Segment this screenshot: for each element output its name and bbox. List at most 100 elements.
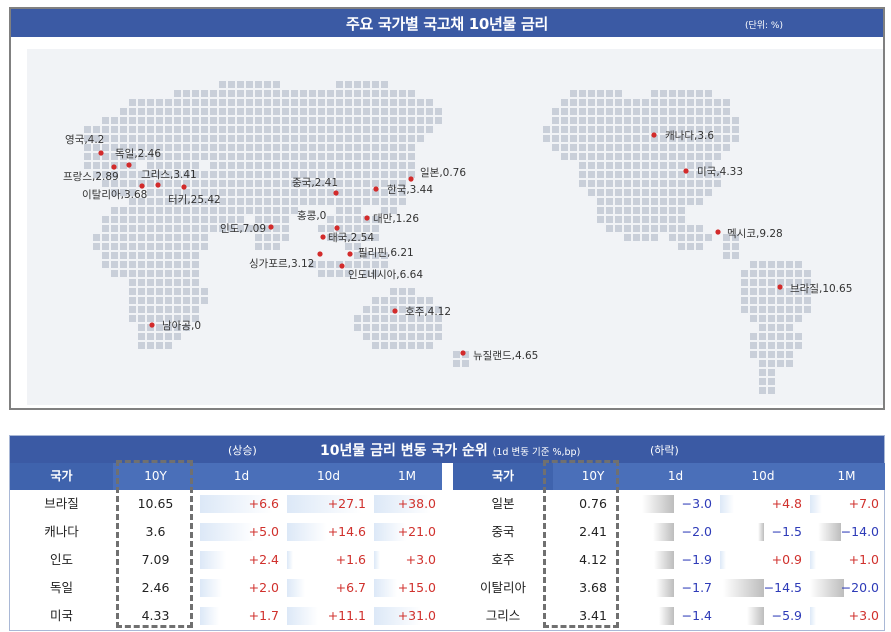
change-bar (287, 607, 318, 625)
pin-dot (339, 263, 345, 269)
pin-dot (317, 251, 323, 257)
change-bar (723, 579, 764, 597)
land-dots (84, 81, 811, 394)
country-yield-label: 대만,1.26 (373, 213, 419, 225)
col-header-country: 국가 (453, 463, 553, 490)
change-bar (287, 579, 305, 597)
pin-dot (333, 190, 339, 196)
country-yield-label: 인도,7.09 (220, 223, 266, 235)
highlight-box-10y-falling (543, 460, 619, 628)
country-cell: 일본 (491, 496, 515, 511)
change-10d-cell: +1.6 (335, 552, 366, 567)
change-bar (747, 607, 764, 625)
change-bar (818, 523, 841, 541)
rank-title: 10년물 금리 변동 국가 순위 (1d 변동 기준 %,bp) (320, 440, 580, 460)
country-yield-label: 중국,2.41 (292, 177, 338, 189)
world-map-svg: 영국,4.2 독일,2.46 프랑스,2.89 그리스,3.41 이탈리아,3.68 터키… (63, 81, 852, 394)
change-bar (287, 523, 327, 541)
change-1m-cell: −14.0 (840, 524, 879, 539)
change-1m-cell: +1.0 (848, 552, 879, 567)
yield-10y-cell: 3.6 (145, 524, 166, 539)
col-header-country: 국가 (10, 463, 113, 490)
change-bar (374, 495, 431, 513)
change-bar (374, 579, 397, 597)
col-header-1d: 1d (198, 463, 285, 490)
country-cell: 캐나다 (44, 524, 79, 539)
change-bar (758, 523, 764, 541)
country-yield-label: 뉴질랜드,4.65 (473, 350, 538, 362)
pin-dot (364, 215, 370, 221)
change-bar (374, 523, 406, 541)
yield-map-panel: 주요 국가별 국고채 10년물 금리 (단위: %) 영국,4.2 독일,2.46… (9, 7, 885, 410)
rising-table: 국가 10Y 1d 10d 1M 브라질 10.65 +6.6 +27.1 +38.0 캐… (10, 463, 442, 631)
change-1m-cell: +15.0 (397, 580, 436, 595)
col-header-1m: 1M (808, 463, 885, 490)
yield-10y-cell: 0.76 (579, 496, 607, 511)
country-yield-label: 호주,4.12 (405, 306, 451, 318)
table-row: 일본 0.76 −3.0 +4.8 +7.0 (453, 490, 885, 518)
country-cell: 독일 (49, 580, 73, 595)
change-10d-cell: +6.7 (335, 580, 366, 595)
country-yield-label: 태국,2.54 (328, 232, 374, 244)
change-bar (287, 495, 362, 513)
country-yield-label: 필리핀,6.21 (358, 247, 414, 259)
country-yield-label: 한국,3.44 (387, 184, 433, 196)
table-row: 호주 4.12 −1.9 +0.9 +1.0 (453, 546, 885, 574)
change-bar (200, 551, 226, 569)
change-1m-cell: −20.0 (840, 580, 879, 595)
country-yield-label: 일본,0.76 (420, 166, 466, 179)
yield-10y-cell: 7.09 (141, 552, 170, 567)
col-header-10y: 10Y (113, 463, 198, 490)
change-1d-cell: −3.0 (681, 496, 712, 511)
yield-10y-cell: 3.68 (579, 580, 607, 595)
change-bar (720, 551, 726, 569)
country-yield-label: 인도네시아,6.64 (348, 269, 423, 281)
change-10d-cell: −1.5 (771, 524, 802, 539)
col-header-10d: 10d (718, 463, 808, 490)
country-yield-label: 남아공,0 (162, 320, 201, 332)
pin-dot (651, 132, 657, 138)
col-header-1d: 1d (633, 463, 718, 490)
change-1d-cell: +1.7 (248, 608, 279, 623)
table-row: 인도 7.09 +2.4 +1.6 +3.0 (10, 546, 442, 574)
country-yield-label: 브라질,10.65 (790, 283, 852, 295)
rank-header: (상승) 10년물 금리 변동 국가 순위 (1d 변동 기준 %,bp) (하… (10, 436, 884, 463)
map-header: 주요 국가별 국고채 10년물 금리 (단위: %) (11, 9, 883, 37)
pin-dot (777, 284, 783, 290)
pin-dot (155, 182, 161, 188)
change-1m-cell: +3.0 (405, 552, 436, 567)
table-row: 브라질 10.65 +6.6 +27.1 +38.0 (10, 490, 442, 518)
pin-dot (149, 322, 155, 328)
pin-dot (111, 164, 117, 170)
pin-dot (320, 234, 326, 240)
yield-10y-cell: 4.12 (579, 552, 607, 567)
country-pins: 영국,4.2 독일,2.46 프랑스,2.89 그리스,3.41 이탈리아,3.68 터키… (63, 130, 852, 362)
world-map: 영국,4.2 독일,2.46 프랑스,2.89 그리스,3.41 이탈리아,3.68 터키… (27, 49, 883, 405)
rank-panel: (상승) 10년물 금리 변동 국가 순위 (1d 변동 기준 %,bp) (하… (9, 435, 885, 631)
country-yield-label: 이탈리아,3.68 (82, 188, 147, 201)
change-bar (200, 579, 222, 597)
country-yield-label: 독일,2.46 (115, 147, 161, 160)
country-yield-label: 멕시코,9.28 (727, 228, 783, 240)
table-row: 그리스 3.41 −1.4 −5.9 +3.0 (453, 602, 885, 630)
falling-label: (하락) (650, 444, 679, 457)
change-bar (374, 551, 380, 569)
country-yield-label: 터키,25.42 (168, 194, 221, 206)
yield-10y-cell: 2.41 (579, 524, 607, 539)
change-1d-cell: −1.4 (681, 608, 712, 623)
country-yield-label: 영국,4.2 (65, 134, 104, 146)
change-bar (200, 607, 219, 625)
pin-dot (460, 350, 466, 356)
change-bar (656, 579, 674, 597)
change-1d-cell: −1.7 (681, 580, 712, 595)
table-row: 캐나다 3.6 +5.0 +14.6 +21.0 (10, 518, 442, 546)
country-yield-label: 프랑스,2.89 (63, 171, 119, 183)
pin-dot (392, 308, 398, 314)
country-cell: 인도 (49, 552, 73, 567)
pin-dot (139, 183, 145, 189)
change-bar (810, 551, 816, 569)
pin-dot (268, 224, 274, 230)
change-bar (810, 607, 816, 625)
change-bar (287, 551, 293, 569)
change-1m-cell: +38.0 (397, 496, 436, 511)
